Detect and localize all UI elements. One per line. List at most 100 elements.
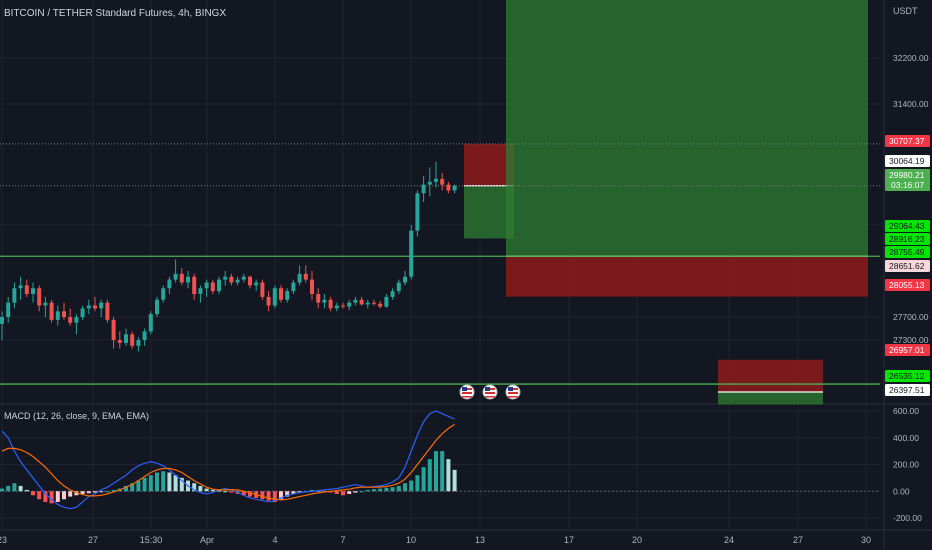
time-tick-label: 24 (724, 535, 734, 545)
candle-body (179, 273, 184, 283)
candle-body (341, 305, 345, 307)
price-label-badge[interactable]: 26535.12 (885, 370, 930, 382)
candle-body (124, 334, 128, 343)
candle-body (328, 299, 333, 309)
time-tick-label: 27 (793, 535, 803, 545)
price-tick-label: 27300.00 (893, 335, 929, 345)
macd-histogram-bar (260, 491, 265, 500)
zone-position-1[interactable] (464, 143, 514, 239)
macd-histogram-bar (142, 477, 147, 492)
price-label-bg (885, 279, 930, 291)
macd-histogram-bar (365, 489, 370, 492)
candle-body (0, 317, 4, 324)
price-label-badge[interactable]: 28651.62 (885, 260, 930, 272)
price-label-badge[interactable]: 28755.49 (885, 246, 930, 258)
candle-body (434, 178, 438, 182)
candle-body (390, 291, 395, 297)
price-label-badge[interactable]: 28055.13 (885, 279, 930, 291)
candle-body (272, 288, 277, 306)
candle-body (229, 276, 234, 283)
candle-body (415, 193, 420, 231)
candle-body (378, 303, 383, 307)
candle-body (372, 302, 376, 304)
macd-histogram-bar (434, 451, 438, 492)
candle-body (427, 181, 432, 185)
us-flag-icon[interactable] (482, 384, 498, 400)
macd-histogram-bar (421, 467, 426, 492)
candle-body (223, 276, 228, 280)
price-label-text: 28055.13 (889, 280, 925, 290)
candle-body (6, 302, 11, 318)
candle-body (24, 285, 29, 295)
price-label-bg (885, 169, 930, 191)
zone-stop-area (506, 256, 868, 297)
price-label-badge[interactable]: 30064.19 (885, 155, 930, 167)
macd-histogram-bar (155, 472, 159, 492)
zone-target-area (718, 392, 823, 405)
price-label-badge[interactable]: 26397.51 (885, 384, 930, 396)
zone-stop-area (718, 359, 823, 392)
us-flag-icon[interactable] (505, 384, 521, 400)
macd-histogram-bar (49, 491, 54, 504)
macd-histogram-bar (272, 491, 277, 502)
price-label-bg (885, 135, 930, 147)
macd-histogram-bar (359, 491, 364, 493)
candle-body (440, 178, 445, 185)
price-label-badge[interactable]: 30707.37 (885, 135, 930, 147)
macd-histogram-bar (18, 485, 23, 492)
time-axis[interactable]: 23 27 15:30 Apr 4 7 10 13 17 20 24 27 30 (0, 535, 871, 545)
time-tick-label: 7 (340, 535, 345, 545)
price-label-text: 26397.51 (889, 385, 925, 395)
zone-position-2[interactable] (506, 0, 868, 297)
macd-tick-label: -200.00 (893, 513, 922, 523)
candle-body (86, 305, 91, 309)
candle-body (235, 279, 240, 283)
event-flags[interactable] (459, 384, 521, 400)
candle-body (297, 273, 302, 283)
time-tick-label: 4 (272, 535, 277, 545)
macd-histogram-bar (179, 477, 184, 492)
time-tick-label: Apr (200, 535, 214, 545)
price-axis[interactable]: 32200.0031400.0029300.0027700.0027300.00… (885, 53, 930, 523)
macd-pane (0, 410, 457, 510)
price-label-text: 28916.23 (889, 234, 925, 244)
price-label-bg (885, 260, 930, 272)
macd-tick-label: 200.00 (893, 460, 919, 470)
candle-body (204, 282, 209, 289)
price-label-badge[interactable]: 28916.23 (885, 233, 930, 245)
price-label-text: 30707.37 (889, 136, 925, 146)
macd-title: MACD (12, 26, close, 9, EMA, EMA) (4, 411, 149, 421)
zone-position-3[interactable] (718, 359, 823, 405)
price-label-badge[interactable]: 26957.01 (885, 344, 930, 356)
macd-histogram-bar (6, 485, 11, 492)
macd-histogram-bar (217, 490, 221, 492)
macd-histogram-bar (297, 491, 302, 493)
macd-histogram-bar (341, 491, 345, 496)
chart-title: BITCOIN / TETHER Standard Futures, 4h, B… (4, 8, 226, 19)
horizontal-lines[interactable] (0, 143, 880, 385)
price-label-bg (885, 220, 930, 232)
macd-histogram-bar (31, 491, 35, 496)
price-label-text: 26957.01 (889, 345, 925, 355)
candle-body (18, 285, 23, 289)
time-tick-label: 20 (632, 535, 642, 545)
macd-histogram-bar (161, 471, 166, 492)
macd-histogram-bar (136, 480, 141, 492)
price-label-badge[interactable]: 29064.43 (885, 220, 930, 232)
price-label-bg (885, 246, 930, 258)
macd-histogram-bar (68, 491, 73, 497)
macd-histogram-bar (403, 483, 407, 492)
zone-target-area (506, 0, 868, 257)
position-zones[interactable] (464, 0, 868, 405)
macd-histogram-bar (266, 491, 271, 501)
candle-body (68, 317, 73, 323)
us-flag-icon[interactable] (459, 384, 475, 400)
candle-body (353, 299, 358, 303)
macd-histogram-bar (415, 475, 420, 492)
macd-histogram-bar (440, 451, 445, 492)
candle-body (12, 288, 17, 303)
candle-body (316, 294, 321, 303)
zone-stop-area (464, 143, 514, 186)
